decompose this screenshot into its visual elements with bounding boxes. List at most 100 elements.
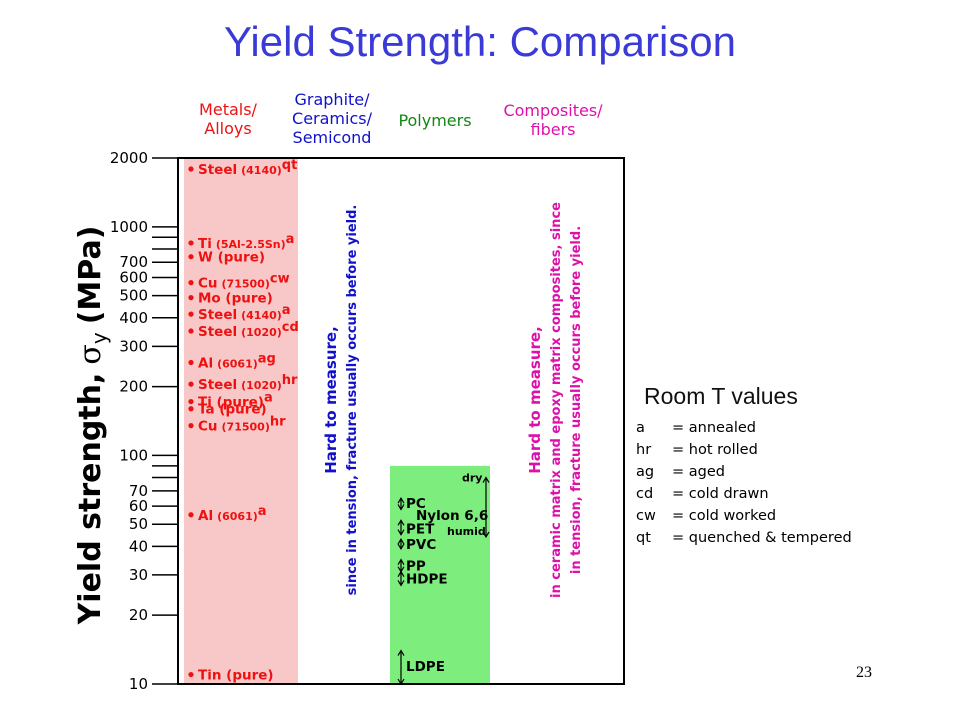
y-tick-label: 40 bbox=[129, 537, 148, 555]
legend-abbr: ag bbox=[636, 464, 655, 480]
y-axis-label: Yield strength, σy (MPa) bbox=[73, 226, 111, 626]
metal-label: Ti (pure)a bbox=[198, 391, 273, 411]
metals-band bbox=[184, 158, 298, 684]
category-polymers: Polymers bbox=[385, 111, 485, 130]
metal-label: Mo (pure) bbox=[198, 291, 273, 307]
y-axis-label-main: Yield strength, bbox=[73, 373, 108, 626]
y-tick-label: 60 bbox=[129, 497, 148, 515]
y-axis-label-units: (MPa) bbox=[73, 226, 108, 325]
polymer-range-top bbox=[397, 558, 405, 565]
ceramics-note-line: since in tension, fracture usually occur… bbox=[345, 205, 360, 596]
metal-point bbox=[188, 398, 194, 405]
y-tick-label: 50 bbox=[129, 515, 148, 533]
legend-abbr: a bbox=[636, 420, 645, 436]
nylon-range-top bbox=[482, 476, 490, 483]
y-tick-label: 20 bbox=[129, 606, 148, 624]
metal-point bbox=[188, 254, 194, 260]
metal-point bbox=[188, 512, 194, 518]
metal-point bbox=[188, 671, 194, 678]
legend-meaning: = cold worked bbox=[672, 508, 777, 524]
nylon-range-bottom bbox=[482, 531, 490, 539]
composites-note-line: in tension, fracture usually occurs befo… bbox=[569, 226, 584, 574]
y-axis-label-sigma: σ bbox=[73, 344, 108, 364]
category-composites-line2: fibers bbox=[530, 120, 576, 139]
legend-meaning: = quenched & tempered bbox=[672, 530, 852, 546]
category-composites-line1: Composites/ bbox=[503, 101, 603, 120]
nylon-dry-label: dry bbox=[462, 472, 482, 485]
y-tick-label: 700 bbox=[119, 253, 148, 271]
y-tick-label: 300 bbox=[119, 337, 148, 355]
polymer-label: PET bbox=[406, 521, 435, 537]
category-metals-line1: Metals/ bbox=[199, 100, 257, 119]
polymer-range-top bbox=[397, 519, 405, 526]
legend-title: Room T values bbox=[644, 383, 798, 409]
category-composites: Composites/ fibers bbox=[488, 101, 618, 139]
polymer-range-bottom bbox=[397, 580, 405, 587]
legend-meaning: = hot rolled bbox=[672, 442, 758, 458]
metal-point bbox=[188, 280, 194, 286]
category-ceramics: Graphite/ Ceramics/ Semicond bbox=[272, 90, 392, 147]
y-tick-label: 70 bbox=[129, 482, 148, 500]
polymer-range-bottom bbox=[397, 529, 405, 536]
metal-label: Steel (1020)cd bbox=[198, 320, 299, 340]
polymer-label: LDPE bbox=[406, 659, 445, 675]
metal-point bbox=[188, 166, 194, 172]
metal-point bbox=[188, 328, 194, 334]
polymer-range-top bbox=[397, 497, 405, 504]
metal-label: Ti (5Al-2.5Sn)a bbox=[198, 232, 294, 252]
polymer-range-bottom bbox=[397, 543, 405, 551]
polymer-range-bottom bbox=[397, 678, 405, 686]
polymer-label: Nylon 6,6 bbox=[416, 508, 488, 524]
metal-point bbox=[188, 381, 194, 387]
composites-note-line: Hard to measure, bbox=[526, 326, 544, 474]
y-axis-label-subscript: y bbox=[87, 332, 111, 344]
legend-meaning: = aged bbox=[672, 464, 725, 480]
metal-point bbox=[188, 423, 194, 429]
polymer-label: PP bbox=[406, 558, 426, 574]
y-tick-label: 2000 bbox=[110, 149, 148, 167]
legend-entry: hr = hot rolled bbox=[636, 442, 758, 458]
y-tick-label: 500 bbox=[119, 287, 148, 305]
polymers-band bbox=[390, 465, 490, 684]
legend-abbr: cd bbox=[636, 486, 654, 502]
metal-point bbox=[188, 406, 194, 412]
metal-label: Steel (1020)hr bbox=[198, 373, 298, 393]
polymer-label: PVC bbox=[406, 537, 436, 553]
y-tick-label: 10 bbox=[129, 675, 148, 693]
category-ceramics-line1: Graphite/ bbox=[294, 90, 370, 109]
category-ceramics-line2: Ceramics/ bbox=[292, 109, 372, 128]
legend-entry: cd = cold drawn bbox=[636, 486, 769, 502]
y-tick-label: 1000 bbox=[110, 218, 148, 236]
metal-label: Steel (4140)qt bbox=[198, 158, 297, 178]
metal-label: Cu (71500)cw bbox=[198, 272, 290, 292]
y-tick-label: 30 bbox=[129, 566, 148, 584]
legend-entry: cw = cold worked bbox=[636, 508, 776, 524]
metal-label: Cu (71500)hr bbox=[198, 415, 286, 435]
legend-meaning: = cold drawn bbox=[672, 486, 769, 502]
nylon-humid-label: humid bbox=[447, 525, 486, 538]
composites-note-line: in ceramic matrix and epoxy matrix compo… bbox=[549, 202, 564, 598]
page-number: 23 bbox=[856, 664, 872, 681]
page-title: Yield Strength: Comparison bbox=[223, 18, 737, 65]
metal-point bbox=[188, 240, 194, 246]
polymer-range-bottom bbox=[397, 504, 405, 511]
polymer-range-top bbox=[397, 570, 405, 577]
y-tick-label: 100 bbox=[119, 446, 148, 464]
legend-entry: a = annealed bbox=[636, 420, 756, 436]
category-metals: Metals/ Alloys bbox=[178, 100, 278, 138]
y-tick-label: 400 bbox=[119, 309, 148, 327]
legend-meaning: = annealed bbox=[672, 420, 756, 436]
metal-label: W (pure) bbox=[198, 250, 265, 266]
legend-entry: ag = aged bbox=[636, 464, 725, 480]
y-tick-label: 200 bbox=[119, 378, 148, 396]
polymer-label: HDPE bbox=[406, 571, 448, 587]
legend-entry: qt = quenched & tempered bbox=[636, 530, 852, 546]
legend-abbr: cw bbox=[636, 508, 656, 524]
legend-abbr: hr bbox=[636, 442, 652, 458]
metal-point bbox=[188, 359, 194, 366]
polymer-range-top bbox=[397, 649, 405, 656]
metal-point bbox=[188, 295, 194, 301]
category-polymers-line1: Polymers bbox=[398, 111, 472, 130]
category-ceramics-line3: Semicond bbox=[292, 128, 372, 147]
